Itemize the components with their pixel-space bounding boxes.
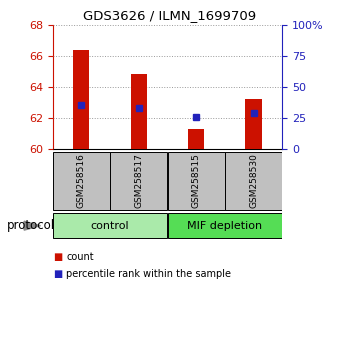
Bar	[131, 74, 147, 149]
Text: count: count	[66, 252, 94, 262]
Text: MIF depletion: MIF depletion	[187, 221, 262, 231]
Text: GSM258517: GSM258517	[134, 153, 143, 208]
Text: GSM258516: GSM258516	[77, 153, 86, 208]
Text: GSM258530: GSM258530	[249, 153, 258, 208]
Text: GSM258515: GSM258515	[192, 153, 201, 208]
Text: protocol: protocol	[7, 219, 55, 232]
Text: ■: ■	[53, 269, 62, 279]
FancyBboxPatch shape	[53, 213, 167, 239]
Text: ■: ■	[53, 252, 62, 262]
Polygon shape	[24, 221, 40, 230]
FancyBboxPatch shape	[168, 152, 225, 210]
Bar	[73, 50, 89, 149]
Bar	[188, 129, 204, 149]
FancyBboxPatch shape	[110, 152, 167, 210]
Text: percentile rank within the sample: percentile rank within the sample	[66, 269, 231, 279]
FancyBboxPatch shape	[53, 152, 110, 210]
Bar	[245, 99, 261, 149]
Text: control: control	[91, 221, 130, 231]
Text: GDS3626 / ILMN_1699709: GDS3626 / ILMN_1699709	[83, 9, 257, 22]
FancyBboxPatch shape	[168, 213, 282, 239]
FancyBboxPatch shape	[225, 152, 282, 210]
